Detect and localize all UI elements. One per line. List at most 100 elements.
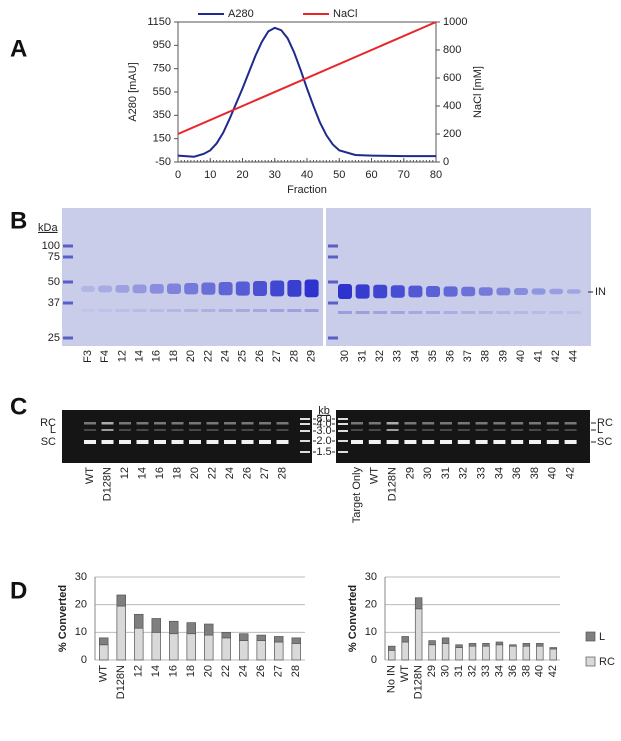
marker-label: 75 <box>48 251 60 263</box>
bar-segment <box>482 645 490 661</box>
faint-band <box>149 309 164 312</box>
dna-band <box>259 422 271 425</box>
faint-band <box>408 311 423 314</box>
lane-label: 24 <box>224 467 236 479</box>
dna-band <box>241 422 254 425</box>
dna-band <box>422 440 435 444</box>
dna-band <box>351 440 363 444</box>
dna-band <box>84 422 96 425</box>
x-tick-label: 20 <box>203 665 215 677</box>
lane-label: 36 <box>445 350 457 362</box>
x-tick-label: 32 <box>466 665 478 677</box>
ladder-band <box>338 430 348 432</box>
bar-segment <box>549 647 557 650</box>
lane-label: 32 <box>458 467 470 479</box>
bar-segment <box>274 641 284 661</box>
lane-label: 37 <box>462 350 474 362</box>
faint-band <box>81 309 95 312</box>
y2-axis-label: NaCl [mM] <box>472 66 484 118</box>
dna-band <box>457 429 470 431</box>
protein-band <box>514 288 528 295</box>
dna-band <box>276 429 289 431</box>
dna-band <box>189 440 201 444</box>
dna-band <box>386 429 399 431</box>
x-tick-label: 28 <box>290 665 302 677</box>
dna-band <box>368 429 381 431</box>
dna-band <box>386 440 399 444</box>
legend-swatch <box>585 656 596 667</box>
protein-band <box>167 283 181 294</box>
ladder-band <box>300 423 310 425</box>
protein-band <box>408 285 423 298</box>
dna-band <box>351 422 363 425</box>
faint-band <box>235 309 250 312</box>
line <box>177 21 437 135</box>
faint-band <box>478 311 493 314</box>
protein-band <box>98 285 113 293</box>
y-tick-label: 30 <box>365 571 377 583</box>
band-label: IN <box>595 286 606 298</box>
dna-band <box>84 440 96 444</box>
dna-band <box>276 422 289 425</box>
panel-letter: D <box>10 577 27 604</box>
protein-band <box>81 286 95 292</box>
ladder-band <box>63 336 73 340</box>
dna-band <box>404 429 417 431</box>
faint-band <box>304 309 319 312</box>
gel <box>336 410 590 463</box>
bar-segment <box>401 641 409 661</box>
dna-band <box>154 429 166 431</box>
bar-segment <box>536 643 544 647</box>
ladder-band <box>300 418 310 420</box>
protein-band <box>115 285 130 293</box>
lane-label: WT <box>369 467 381 484</box>
ladder-band <box>328 336 338 340</box>
bar-segment <box>204 623 214 636</box>
dna-band <box>404 422 417 425</box>
band-label: L <box>597 424 603 436</box>
x-tick-label: 42 <box>547 665 559 677</box>
x-tick-label: 34 <box>493 665 505 677</box>
marker-label: 25 <box>48 332 60 344</box>
dna-band <box>475 440 488 444</box>
dna-band <box>189 429 201 431</box>
bar-segment <box>441 637 450 644</box>
dna-band <box>154 422 166 425</box>
protein-band <box>496 287 511 296</box>
lane-label: 39 <box>497 350 509 362</box>
y2-tick-label: 200 <box>443 128 461 140</box>
dna-band <box>224 440 236 444</box>
band-label: RC <box>40 417 56 429</box>
protein-band <box>218 282 233 296</box>
x-tick-label: WT <box>98 665 110 682</box>
ladder-band <box>300 430 310 432</box>
x-tick-label: D128N <box>115 665 127 699</box>
bar-segment <box>536 645 544 661</box>
lane-label: 14 <box>136 467 148 479</box>
ladder-band <box>328 244 338 248</box>
protein-band <box>373 284 388 299</box>
lane-label: 28 <box>288 350 300 362</box>
y-tick-label: 950 <box>153 39 171 51</box>
protein-band <box>149 284 164 294</box>
marker-label: 3.0 <box>316 425 331 437</box>
lane-label: 12 <box>119 467 131 479</box>
ladder-band <box>328 255 338 259</box>
lane-label: 33 <box>392 350 404 362</box>
dna-band <box>136 440 149 444</box>
y-axis-label: A280 [mAU] <box>127 62 139 121</box>
band-label: L <box>50 424 56 436</box>
ladder-band <box>63 244 73 248</box>
faint-band <box>531 311 546 314</box>
x-tick-label: 24 <box>238 665 250 677</box>
bar-segment <box>401 636 409 643</box>
dna-band <box>422 429 435 431</box>
faint-band <box>184 309 199 312</box>
dna-band <box>564 429 577 431</box>
dna-band <box>259 440 271 444</box>
x-tick-label: 12 <box>133 665 145 677</box>
line <box>177 26 436 158</box>
dna-band <box>511 440 524 444</box>
bar-segment <box>151 631 161 661</box>
ladder-band <box>338 440 348 442</box>
